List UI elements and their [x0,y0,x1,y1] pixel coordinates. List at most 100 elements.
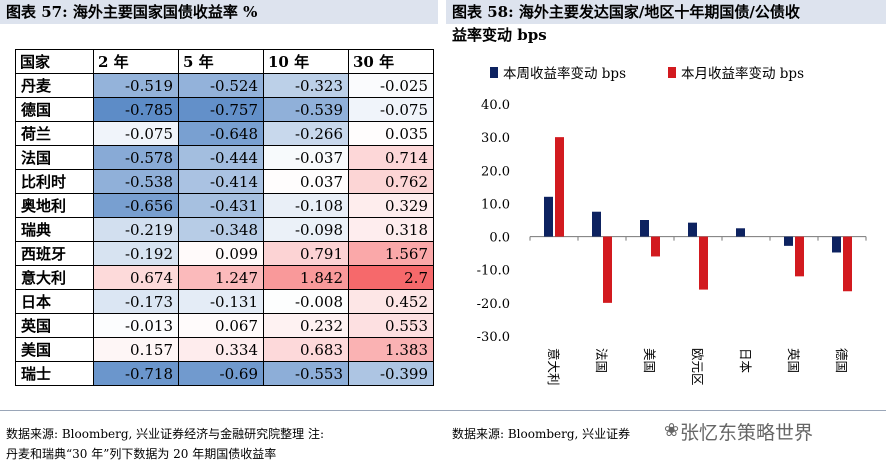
yield-cell: -0.519 [93,73,179,98]
yield-cell: 0.067 [178,313,264,338]
x-category-label: 欧元区 [690,348,705,386]
y-tick-label: -30.0 [477,330,510,345]
table-row: 意大利 0.674 1.247 1.842 2.7 [15,265,434,290]
yield-cell: -0.008 [263,289,349,314]
right-source: 数据来源: Bloomberg, 兴业证券 [452,427,631,441]
legend-label: 本月收益率变动 bps [681,65,804,82]
bar-monthly [603,236,612,303]
table-row: 奥地利 -0.656 -0.431 -0.108 0.329 [15,193,434,218]
yield-cell: 0.035 [348,121,434,146]
bar-monthly [843,236,852,292]
yield-cell: -0.013 [93,313,179,338]
country-cell: 西班牙 [15,241,94,266]
yield-cell: -0.431 [178,193,264,218]
table-header-cell: 国家 [15,49,94,74]
country-cell: 丹麦 [15,73,94,98]
yield-cell: -0.219 [93,217,179,242]
yield-cell: 0.714 [348,145,434,170]
country-cell: 意大利 [15,265,94,290]
table-row: 德国 -0.785 -0.757 -0.539 -0.075 [15,97,434,122]
yield-cell: -0.037 [263,145,349,170]
table-row: 法国 -0.578 -0.444 -0.037 0.714 [15,145,434,170]
yield-cell: -0.192 [93,241,179,266]
bar-monthly [555,137,564,237]
table-row: 荷兰 -0.075 -0.648 -0.266 0.035 [15,121,434,146]
yield-cell: -0.578 [93,145,179,170]
yield-cell: -0.539 [263,97,349,122]
y-tick-label: 40.0 [481,98,510,113]
country-cell: 德国 [15,97,94,122]
left-source-line2: 丹麦和瑞典“30 年”列下数据为 20 年期国债收益率 [6,447,277,461]
watermark: 张忆东策略世界 [680,422,814,444]
bar-weekly [784,236,793,246]
table-header-cell: 5 年 [178,49,264,74]
yield-cell: -0.108 [263,193,349,218]
table-row: 瑞典 -0.219 -0.348 -0.098 0.318 [15,217,434,242]
country-cell: 日本 [15,289,94,314]
legend-swatch [490,67,498,78]
yield-cell: -0.414 [178,169,264,194]
yield-cell: -0.131 [178,289,264,314]
wechat-icon: ❀ [664,420,680,441]
yield-cell: -0.656 [93,193,179,218]
yield-cell: 0.683 [263,337,349,362]
yield-cell: -0.399 [348,361,434,386]
country-cell: 瑞士 [15,361,94,386]
country-cell: 荷兰 [15,121,94,146]
yield-cell: 1.383 [348,337,434,362]
table-row: 瑞士 -0.718 -0.69 -0.553 -0.399 [15,361,434,386]
yield-cell: -0.69 [178,361,264,386]
bar-weekly [688,222,697,237]
yield-cell: 0.762 [348,169,434,194]
table-header-cell: 2 年 [93,49,179,74]
x-category-label: 法国 [594,348,609,373]
x-category-label: 德国 [834,348,849,373]
yield-cell: -0.348 [178,217,264,242]
country-cell: 英国 [15,313,94,338]
yield-cell: 0.099 [178,241,264,266]
yield-cell: 0.334 [178,337,264,362]
bar-monthly [699,236,708,290]
x-category-label: 日本 [738,348,753,374]
yield-cell: 0.674 [93,265,179,290]
yield-cell: -0.075 [93,121,179,146]
bar-weekly [640,220,649,237]
legend-label: 本周收益率变动 bps [503,65,626,82]
country-cell: 奥地利 [15,193,94,218]
yield-cell: -0.323 [263,73,349,98]
table-row: 西班牙 -0.192 0.099 0.791 1.567 [15,241,434,266]
bar-weekly [736,228,745,237]
yield-cell: 0.553 [348,313,434,338]
yield-cell: -0.025 [348,73,434,98]
yield-cell: 0.791 [263,241,349,266]
yield-cell: -0.173 [93,289,179,314]
yield-cell: -0.757 [178,97,264,122]
yield-cell: 0.232 [263,313,349,338]
table-row: 英国 -0.013 0.067 0.232 0.553 [15,313,434,338]
table-header-cell: 30 年 [348,49,434,74]
yield-cell: 0.037 [263,169,349,194]
yield-cell: -0.538 [93,169,179,194]
y-tick-label: 20.0 [481,164,510,179]
yield-cell: -0.524 [178,73,264,98]
yield-cell: 2.7 [348,265,434,290]
country-cell: 美国 [15,337,94,362]
bar-weekly [832,236,841,253]
y-tick-label: -20.0 [477,297,510,312]
yield-cell: 0.452 [348,289,434,314]
table-header-cell: 10 年 [263,49,349,74]
chart-title-line1: 图表 58: 海外主要发达国家/地区十年期国债/公债收 [446,0,886,24]
table-title: 图表 57: 海外主要国家国债收益率 % [0,0,438,24]
yield-change-chart: 本周收益率变动 bps 本月收益率变动 bps 40.0 30.0 20.0 10.0 0.… [477,65,867,386]
yield-cell: 0.329 [348,193,434,218]
yield-cell: 1.567 [348,241,434,266]
yield-cell: 1.247 [178,265,264,290]
left-source-line1: 数据来源: Bloomberg, 兴业证券经济与金融研究院整理 注: [6,427,325,441]
x-category-label: 美国 [642,348,657,373]
bar-weekly [592,211,601,237]
bar-weekly [544,196,553,237]
footer-divider [0,410,886,411]
yield-cell: 1.842 [263,265,349,290]
